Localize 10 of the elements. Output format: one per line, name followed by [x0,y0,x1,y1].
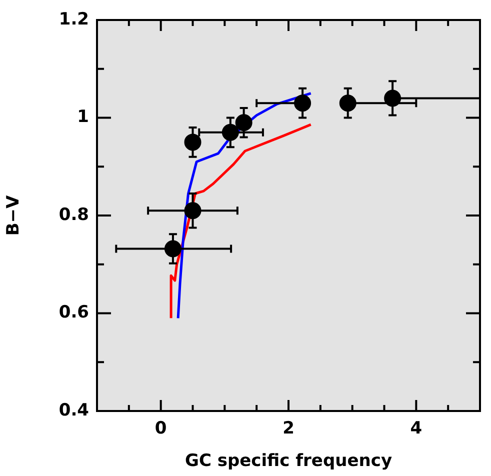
y-tick-label: 1 [77,107,89,128]
x-tick-label: 4 [410,418,422,439]
y-tick-label: 0.4 [58,400,90,420]
x-axis-title: GC specific frequency [184,451,392,472]
x-tick-label: 2 [282,418,294,439]
y-tick-label: 1.2 [58,9,89,30]
x-tick-label: 0 [154,418,167,439]
y-tick-label: 0.8 [58,204,89,225]
y-axis-title: B−V [4,194,24,236]
y-tick-label: 0.6 [58,302,89,323]
